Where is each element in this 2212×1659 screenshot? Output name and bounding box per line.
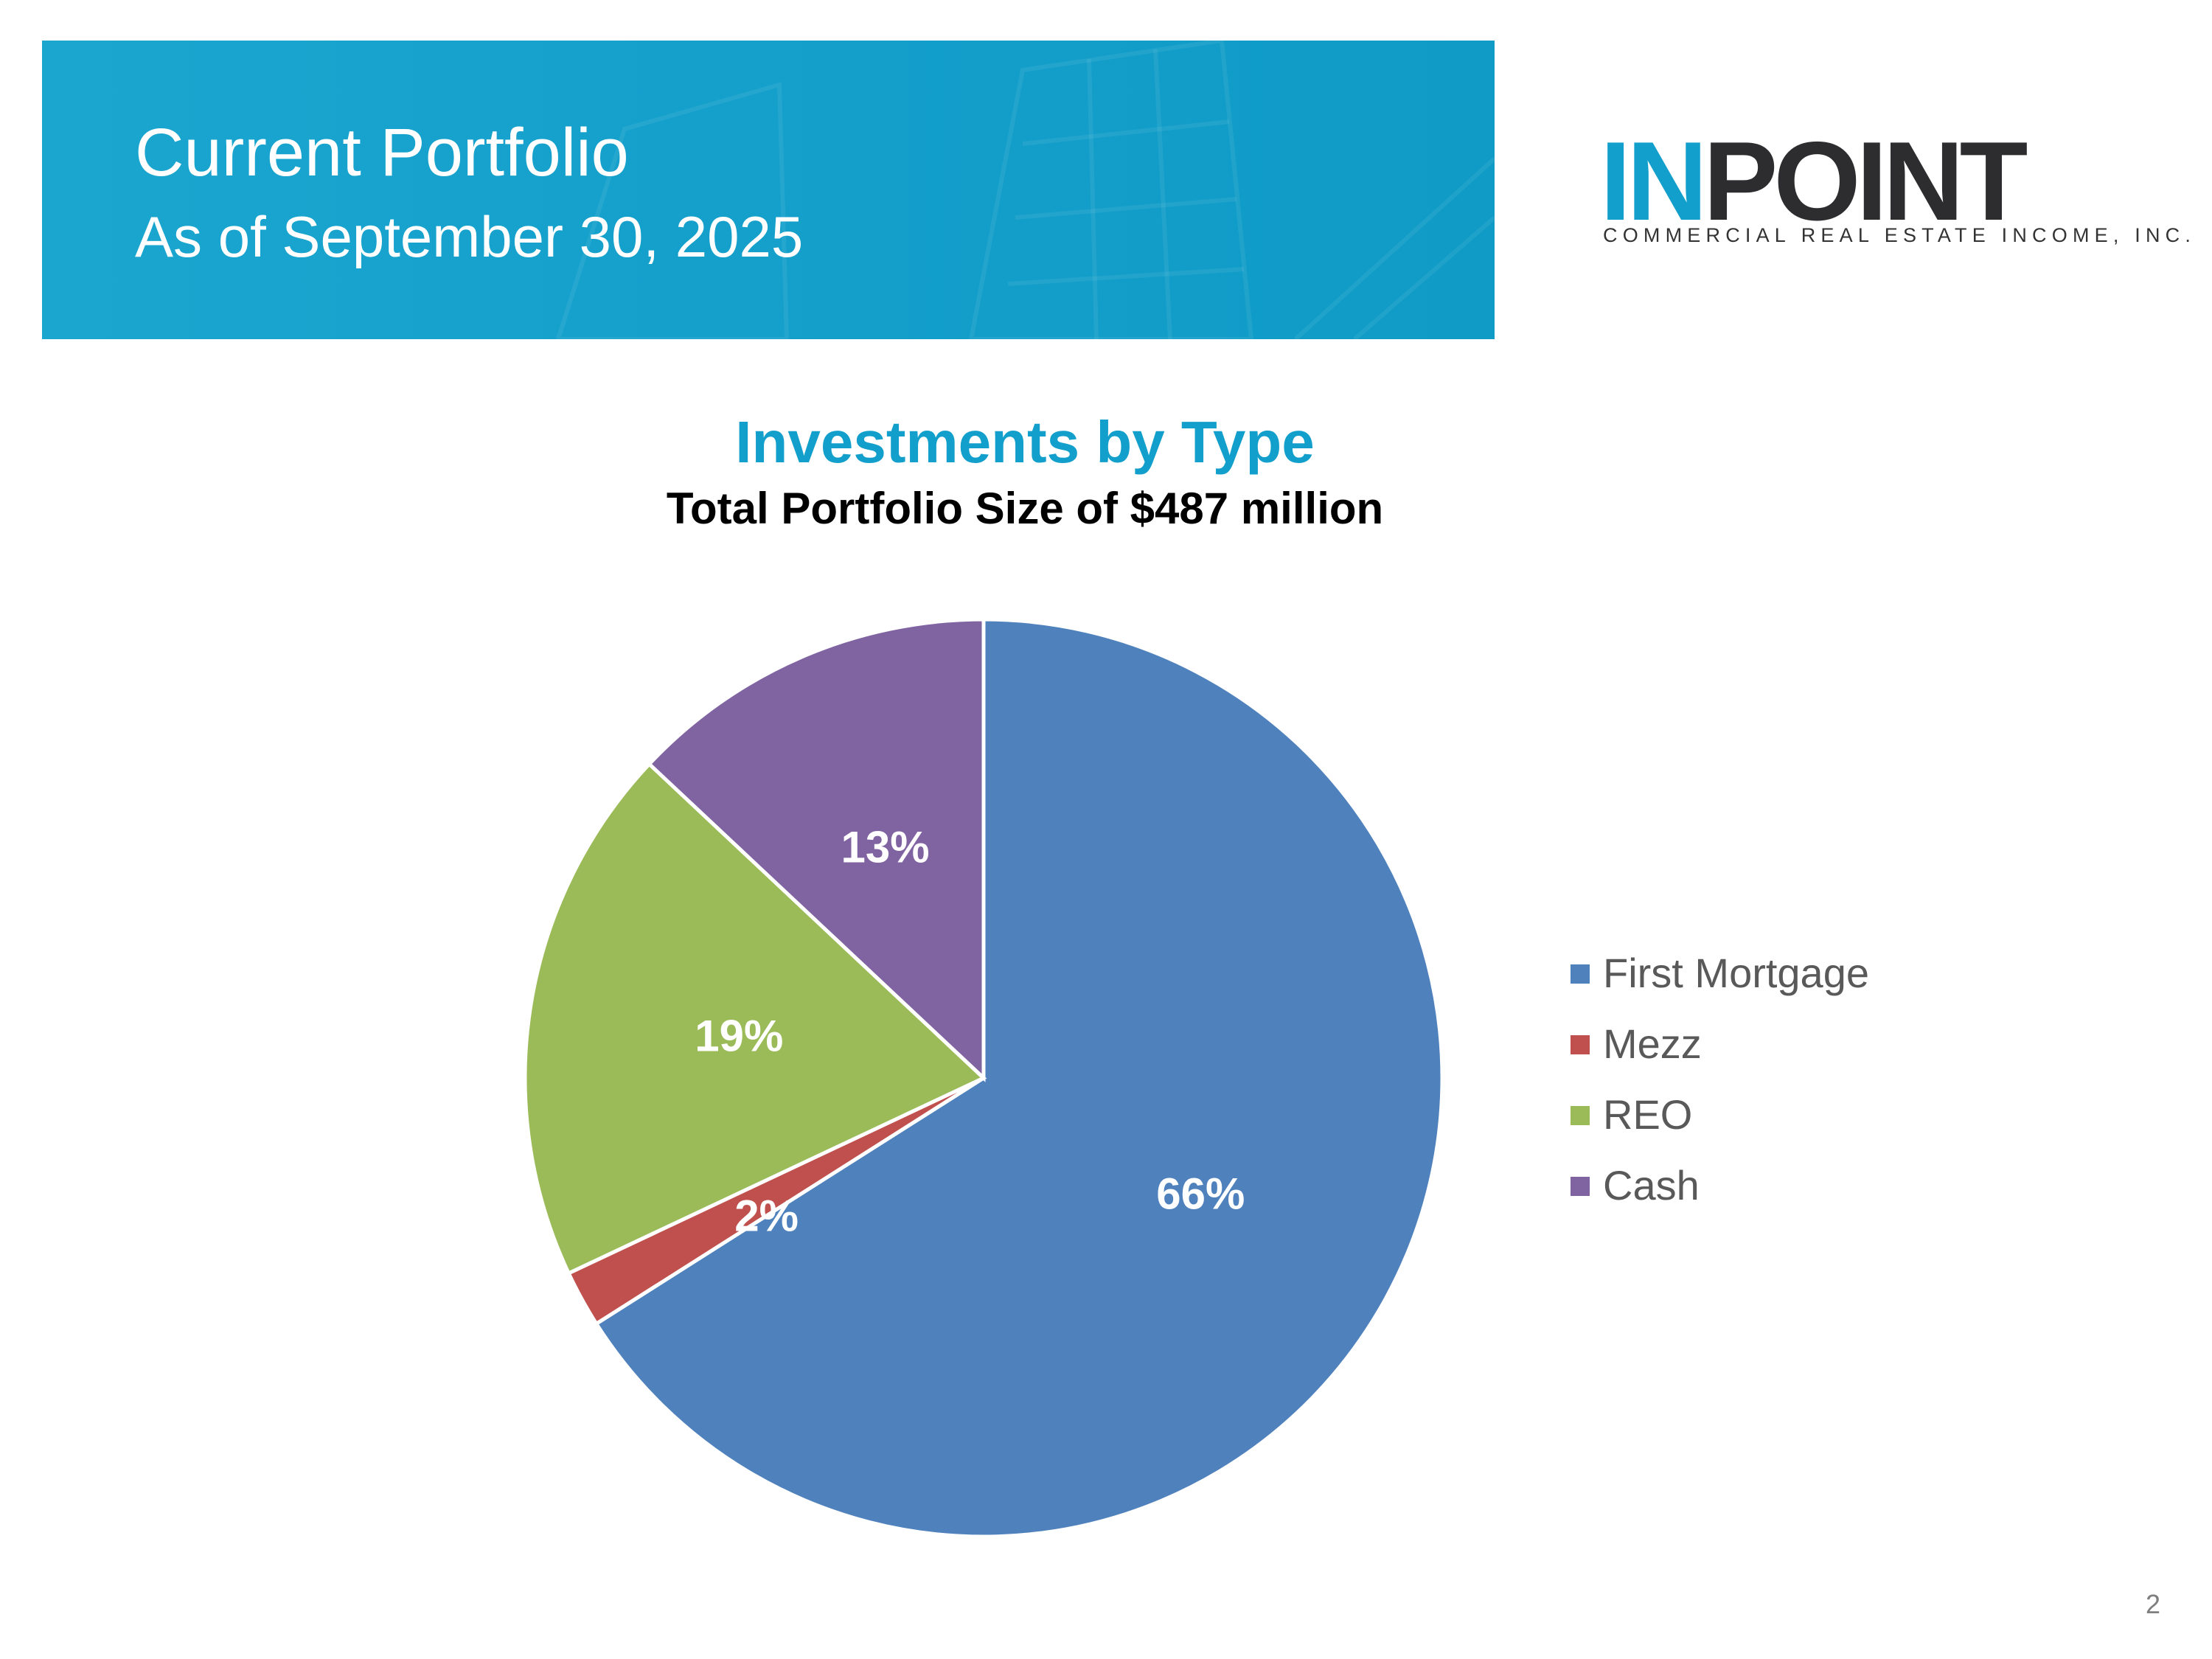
legend-label-first-mortgage: First Mortgage	[1603, 950, 1869, 996]
logo-tagline: COMMERCIAL REAL ESTATE INCOME, INC.	[1603, 224, 2197, 246]
pie-slice-first-mortgage	[594, 617, 1444, 1539]
pie-slices	[523, 617, 1444, 1539]
data-label-reo: 19%	[695, 1011, 783, 1060]
logo-wordmark-in: IN	[1600, 119, 1708, 244]
page-subtitle: As of September 30, 2025	[135, 204, 804, 269]
page-title: Current Portfolio	[135, 115, 629, 190]
legend-swatch-reo	[1571, 1106, 1590, 1125]
legend-label-mezz: Mezz	[1603, 1020, 1702, 1067]
pie-slice-reo	[523, 761, 987, 1276]
chart-title: Investments by Type	[735, 409, 1315, 475]
legend-swatch-mezz	[1571, 1035, 1590, 1054]
logo-wordmark: INPOINT	[1600, 125, 2028, 237]
logo-wordmark-point: POINT	[1703, 119, 2028, 244]
pie-data-labels: 66% 2% 19% 13%	[695, 823, 1245, 1241]
data-label-first-mortgage: 66%	[1156, 1169, 1245, 1219]
legend-swatch-cash	[1571, 1177, 1590, 1196]
legend-label-reo: REO	[1603, 1091, 1693, 1138]
company-logo: INPOINT COMMERCIAL REAL ESTATE INCOME, I…	[1600, 125, 2191, 251]
page-number: 2	[2146, 1589, 2161, 1619]
data-label-cash: 13%	[841, 823, 930, 872]
legend-label-cash: Cash	[1603, 1162, 1700, 1208]
pie-slice-cash	[647, 617, 986, 1082]
chart-subtitle: Total Portfolio Size of $487 million	[666, 484, 1384, 533]
header-banner: Current Portfolio As of September 30, 20…	[42, 41, 1495, 339]
building-background-graphic	[555, 41, 1495, 339]
data-label-mezz: 2%	[734, 1192, 799, 1241]
legend-swatch-first-mortgage	[1571, 964, 1590, 984]
